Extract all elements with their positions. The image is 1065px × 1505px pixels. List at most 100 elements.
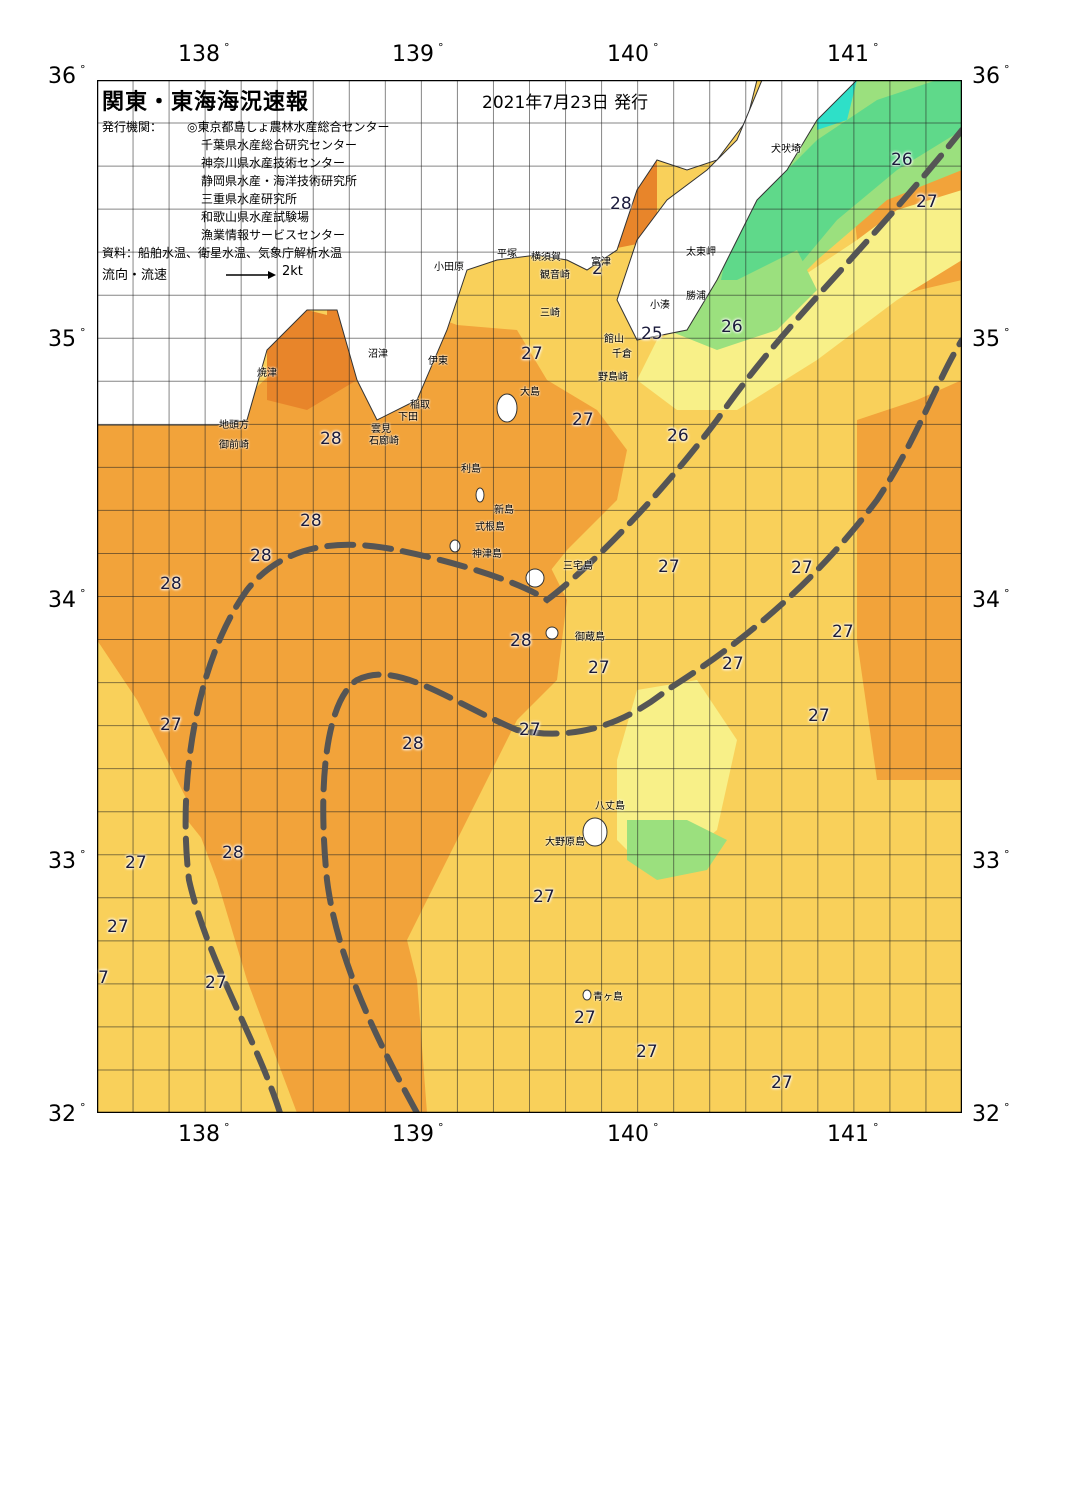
place-label: 太東岬 [686,247,716,258]
place-label: 大島 [520,387,540,398]
lat-label-left-35: 35 ° [48,326,86,352]
lon-label-top-141: 141 ° [827,41,879,67]
publisher-item: ◎東京都島しょ農林水産総合センター [187,120,390,134]
temp-label: 28 [320,429,342,449]
lat-label-right-35: 35 ° [972,326,1010,352]
temp-label: 28 [510,631,532,651]
temp-label: 27 [160,715,182,735]
place-label: 地頭方 [219,420,249,431]
lat-label-right-33: 33 ° [972,848,1010,874]
islands [449,393,608,1001]
place-label: 小田原 [434,262,464,273]
lat-label-left-32: 32 ° [48,1101,86,1127]
map-title: 関東・東海海況速報 [102,90,310,115]
place-label: 犬吠埼 [771,144,801,155]
lon-label-bottom-141: 141 ° [827,1121,879,1147]
temp-label: 27 [808,706,830,726]
temp-label: 28 [222,843,244,863]
issue-date: 2021年7月23日 発行 [482,93,649,113]
place-label: 新島 [494,505,514,516]
place-label: 大野原島 [545,837,585,848]
publisher-item: 神奈川県水産技術センター [201,156,346,170]
place-label: 館山 [604,334,624,345]
flow-arrow-icon [226,271,276,279]
place-label: 小湊 [650,300,670,311]
temp-label: 27 [107,917,129,937]
data-source-note: 資料：船舶水温、衛星水温、気象庁解析水温 [102,246,343,260]
temp-label: 27 [771,1073,793,1093]
place-label: 平塚 [497,249,517,260]
place-label: 観音崎 [540,270,570,281]
place-label: 稲取 [410,400,430,411]
temp-label: 2 [592,259,603,279]
temp-label: 26 [721,317,743,337]
place-label: 御前崎 [219,440,249,451]
temp-label: 27 [533,887,555,907]
temp-label: 27 [588,658,610,678]
temp-label: 28 [250,546,272,566]
temp-label: 27 [125,853,147,873]
publisher-item: 三重県水産研究所 [201,192,298,206]
publisher-item: 漁業情報サービスセンター [201,228,346,242]
temp-label: 28 [610,194,632,214]
temp-label: 28 [402,734,424,754]
lat-lon-grid [97,80,962,1113]
temp-label: 7 [98,968,109,988]
publisher-item: 千葉県水産総合研究センター [201,138,358,152]
publisher-item: 和歌山県水産試験場 [201,210,310,224]
temp-label: 27 [521,344,543,364]
lon-label-bottom-138: 138 ° [178,1121,230,1147]
flow-legend-unit: 2kt [282,264,303,279]
temp-label: 26 [667,426,689,446]
temp-label: 27 [791,558,813,578]
place-label: 三宅島 [563,561,593,572]
place-label: 御蔵島 [575,632,605,643]
map-frame [97,80,962,1113]
temp-label: 25 [641,324,663,344]
publishers-label: 発行機関： [102,120,163,134]
lat-label-right-34: 34 ° [972,587,1010,613]
lon-label-bottom-139: 139 ° [392,1121,444,1147]
place-label: 式根島 [475,522,505,533]
place-label: 青ヶ島 [593,992,623,1003]
lon-label-top-140: 140 ° [607,41,659,67]
temp-label: 27 [572,410,594,430]
flow-legend-label: 流向・流速 [102,268,168,283]
temp-label: 27 [722,654,744,674]
place-label: 利島 [461,464,481,475]
map-canvas [97,80,962,1113]
place-label: 焼津 [257,368,277,379]
place-label: 横須賀 [531,252,561,263]
place-label: 千倉 [612,349,632,360]
lat-label-right-36: 36 ° [972,63,1010,89]
place-label: 野島崎 [598,372,628,383]
place-label: 勝浦 [686,291,706,302]
place-label: 八丈島 [595,801,625,812]
temp-label: 28 [160,574,182,594]
lat-label-right-32: 32 ° [972,1101,1010,1127]
sea-temperature-map [97,80,962,1113]
lat-label-left-34: 34 ° [48,587,86,613]
place-label: 石廊崎 [369,436,399,447]
temp-label: 26 [891,150,913,170]
place-label: 神津島 [472,549,502,560]
temp-label: 27 [574,1008,596,1028]
temp-label: 27 [658,557,680,577]
temp-label: 27 [205,973,227,993]
place-label: 富津 [591,257,611,268]
kuroshio-current-axes [182,127,962,1113]
place-label: 伊東 [428,356,448,367]
lon-label-bottom-140: 140 ° [607,1121,659,1147]
lat-label-left-36: 36 ° [48,63,86,89]
lat-label-left-33: 33 ° [48,848,86,874]
lon-label-top-139: 139 ° [392,41,444,67]
temp-label: 27 [916,192,938,212]
place-label: 三崎 [540,308,560,319]
place-label: 雲見 [371,424,391,435]
place-label: 下田 [398,412,418,423]
place-label: 沼津 [368,349,388,360]
publisher-item: 静岡県水産・海洋技術研究所 [201,174,358,188]
temp-label: 27 [519,720,541,740]
temp-label: 27 [636,1042,658,1062]
temp-label: 28 [300,511,322,531]
